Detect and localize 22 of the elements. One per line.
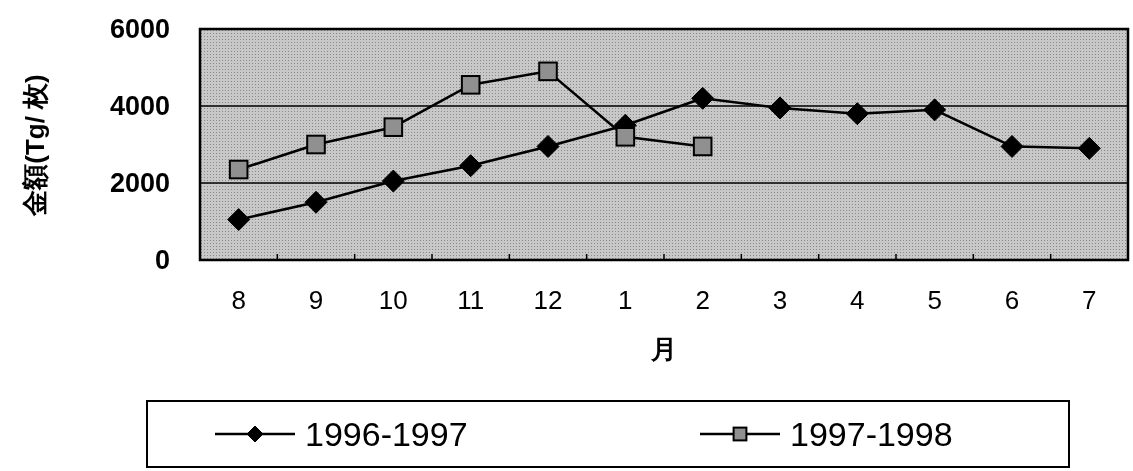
point	[459, 154, 483, 178]
point	[383, 117, 404, 137]
legend-label: 1997-1998	[790, 415, 953, 453]
point	[538, 61, 558, 82]
point	[304, 190, 328, 214]
point	[1077, 136, 1101, 160]
point	[923, 98, 947, 122]
point	[536, 134, 560, 158]
point	[1000, 134, 1024, 158]
point	[460, 75, 481, 95]
point	[615, 127, 636, 147]
point	[227, 208, 251, 232]
x-axis-title: 月	[650, 334, 677, 364]
legend-label: 1996-1997	[305, 415, 468, 453]
y-axis-title: 金額(Tg/ 枚)	[20, 74, 50, 217]
point	[306, 134, 326, 155]
point	[768, 96, 792, 120]
point	[381, 169, 405, 193]
point	[691, 86, 715, 110]
point	[692, 136, 713, 157]
point	[228, 159, 249, 180]
point	[845, 102, 869, 126]
